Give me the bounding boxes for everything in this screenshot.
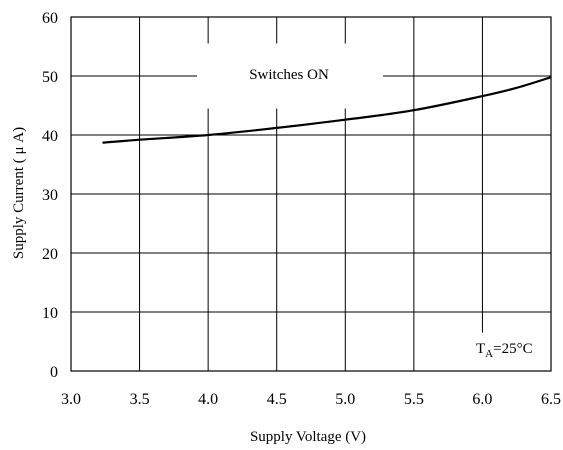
series-label: Switches ON	[249, 67, 329, 83]
temperature-label: TA=25°C	[476, 341, 533, 360]
y-tick-label-20: 20	[42, 246, 58, 263]
plot-border	[70, 16, 552, 372]
temperature-label-base: T	[476, 341, 485, 357]
data-curve	[102, 76, 552, 144]
tick-labels: 3.0 3.5 4.0 4.5 5.0 5.5 6.0 6.5 0 10 20 30 40 50 60	[42, 10, 561, 408]
grid-lines	[71, 17, 551, 371]
x-tick-label-3.5: 3.5	[130, 391, 150, 408]
x-tick-label-4.5: 4.5	[267, 391, 287, 408]
x-tick-label-5.0: 5.0	[335, 391, 355, 408]
x-tick-label-4.0: 4.0	[198, 391, 218, 408]
temperature-label-rest: =25°C	[493, 341, 532, 357]
x-tick-label-6.5: 6.5	[541, 391, 561, 408]
y-tick-label-30: 30	[42, 187, 58, 204]
y-tick-label-50: 50	[42, 69, 58, 86]
temperature-label-subscript: A	[485, 348, 493, 360]
y-tick-label-40: 40	[42, 128, 58, 145]
x-tick-label-5.5: 5.5	[404, 391, 424, 408]
y-axis-label: Supply Current ( μ A)	[11, 127, 27, 259]
y-tick-label-60: 60	[42, 10, 58, 27]
plot-frame	[70, 16, 552, 372]
y-tick-label-10: 10	[42, 305, 58, 322]
x-tick-label-6.0: 6.0	[472, 391, 492, 408]
x-tick-label-3.0: 3.0	[61, 391, 81, 408]
y-tick-label-0: 0	[50, 364, 58, 381]
x-axis-label: Supply Voltage (V)	[250, 429, 366, 445]
series-line-switches-on	[102, 76, 552, 144]
